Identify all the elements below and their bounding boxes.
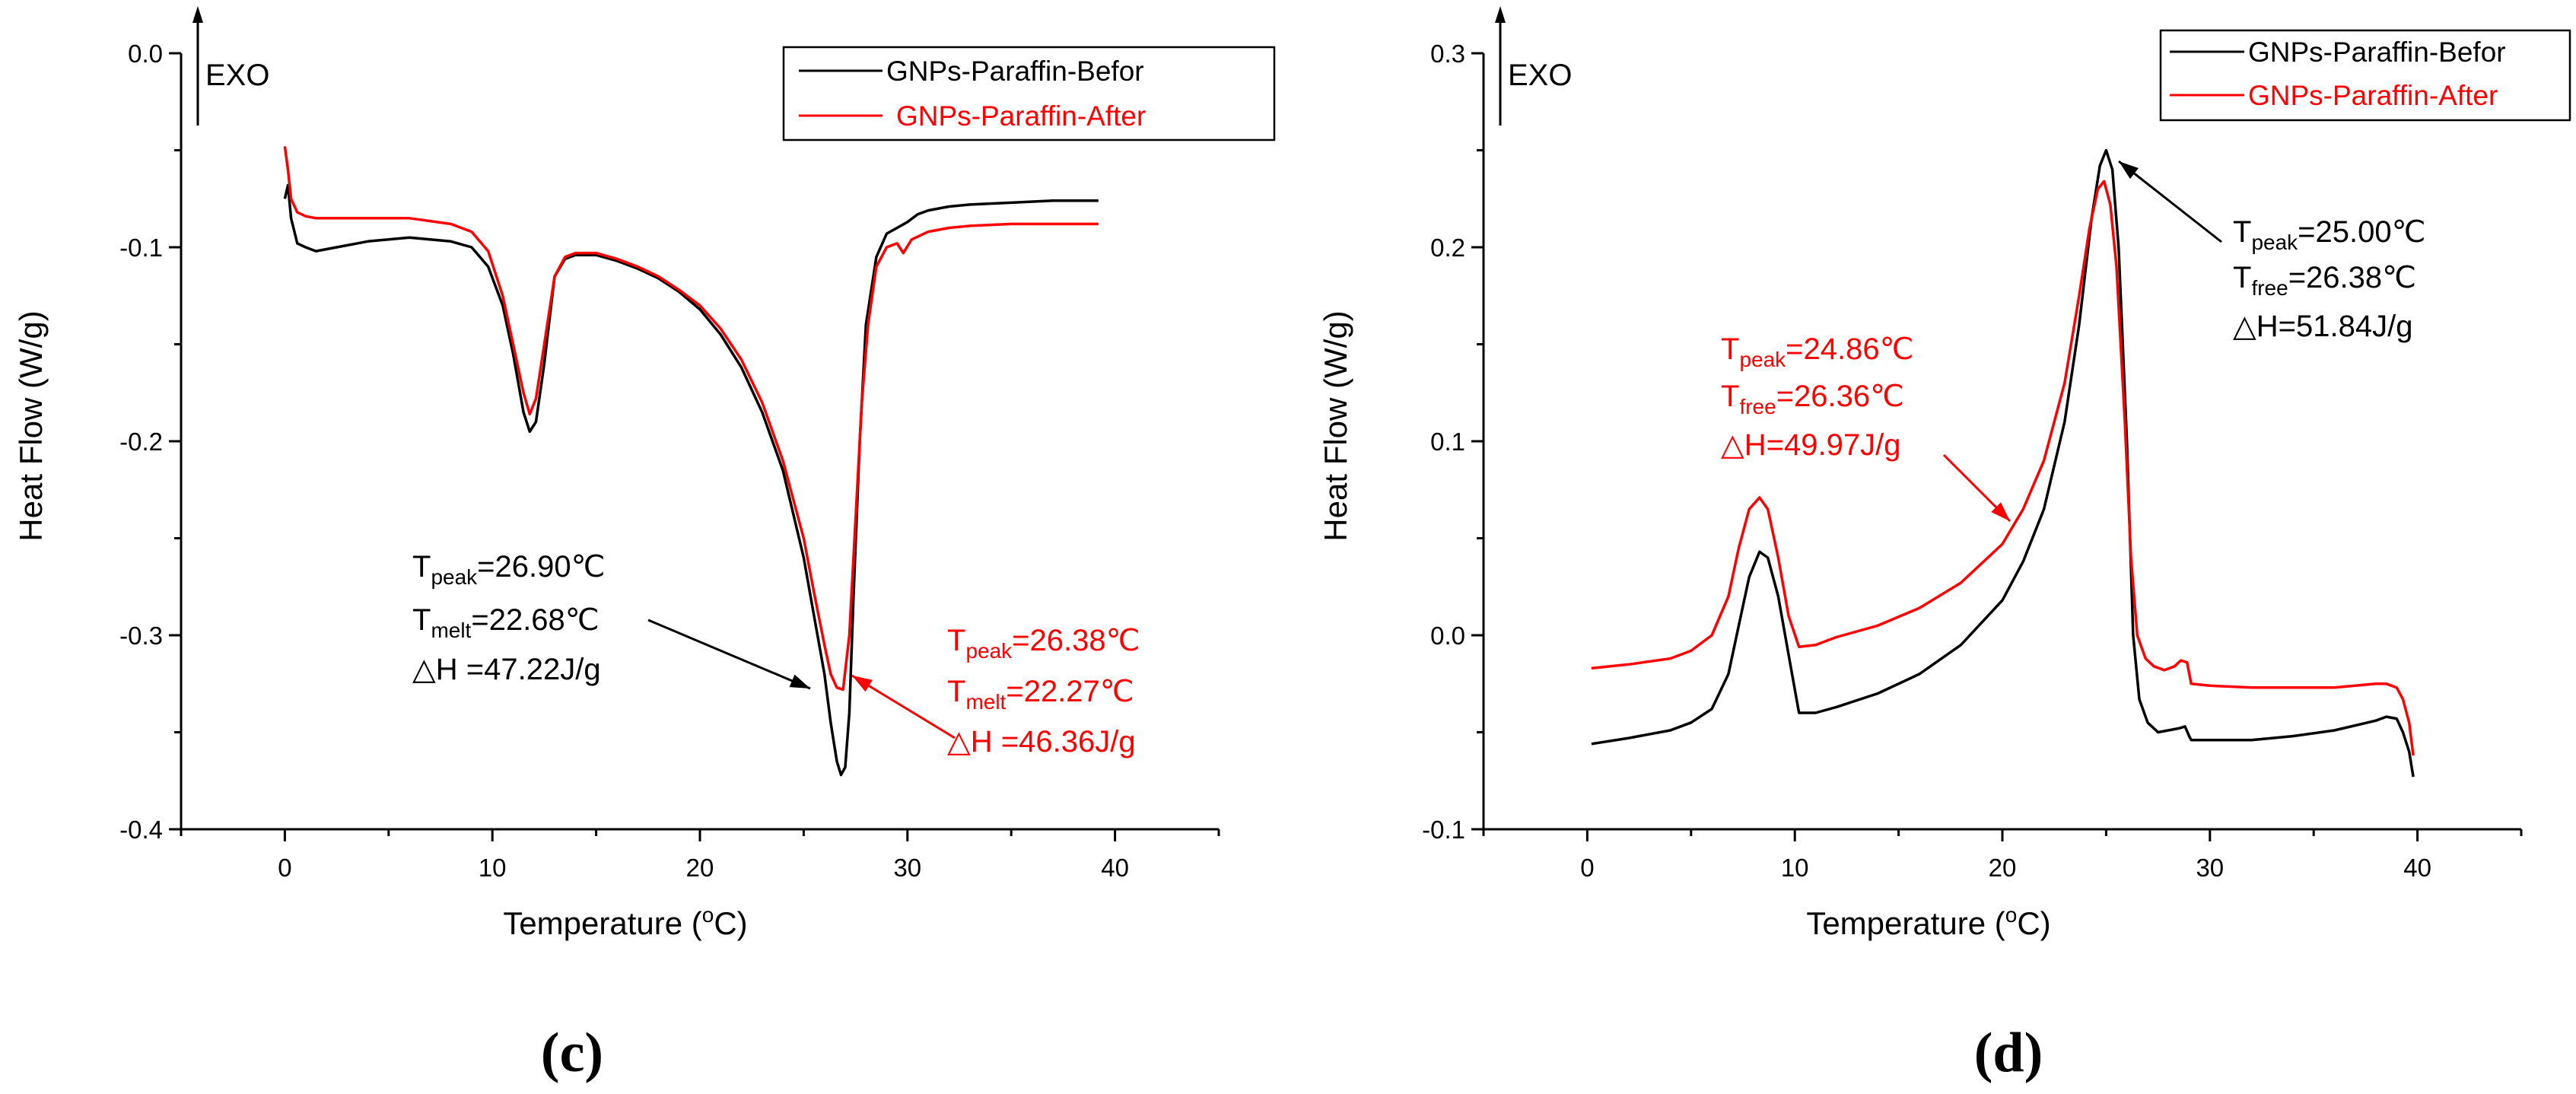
- x-tick-label: 40: [1101, 854, 1129, 882]
- y-tick-label: -0.1: [1422, 816, 1465, 844]
- annotation-line-tfree: Tfree=26.36℃: [1721, 380, 1904, 418]
- series-line: [1591, 148, 2415, 778]
- annotation-arrow: [851, 674, 956, 739]
- legend: GNPs-Paraffin-Befor GNPs-Paraffin-After: [2159, 29, 2571, 122]
- axes-frame: [180, 53, 1219, 831]
- axes-frame: [1482, 53, 2521, 831]
- exo-label: EXO: [205, 59, 269, 92]
- legend: GNPs-Paraffin-Befor GNPs-Paraffin-After: [782, 46, 1276, 142]
- y-tick-label: -0.4: [119, 816, 163, 844]
- annotation-line-tpeak: Tpeak=25.00℃: [2233, 215, 2426, 254]
- x-tick-label: 0: [1580, 854, 1594, 882]
- legend-box: [782, 46, 1276, 142]
- annotation-line-tpeak: Tpeak=24.86℃: [1721, 332, 1914, 371]
- annotation-arrowhead: [2119, 161, 2139, 180]
- series-group: [1591, 148, 2415, 778]
- y-tick-label: -0.3: [119, 622, 163, 650]
- x-tick-label: 10: [479, 854, 507, 882]
- annotation-arrow: [2118, 160, 2222, 243]
- legend-label: GNPs-Paraffin-Befor: [886, 56, 1144, 87]
- x-tick-label: 0: [278, 854, 291, 882]
- legend-label: GNPs-Paraffin-Befor: [2248, 37, 2506, 68]
- y-tick-label: 0.3: [1430, 40, 1465, 68]
- exo-arrow-head: [192, 6, 203, 23]
- annotation-line-tmelt: Tmelt=22.68℃: [412, 603, 599, 642]
- x-tick-label: 40: [2403, 854, 2431, 882]
- x-axis-title: Temperature (oC): [1806, 903, 2050, 941]
- annotation-line-dh: △H=49.97J/g: [1721, 428, 1900, 462]
- y-axis-title: Heat Flow (W/g): [13, 310, 49, 541]
- annotation-line-tfree: Tfree=26.38℃: [2233, 261, 2416, 300]
- annotation-line-dh: △H=51.84J/g: [2233, 310, 2412, 343]
- exo-indicator: EXO: [192, 6, 269, 126]
- annotation-line-tpeak: Tpeak=26.90℃: [412, 550, 606, 589]
- annotation-before: Tpeak=25.00℃ Tfree=26.38℃ △H=51.84J/g: [2118, 160, 2426, 343]
- annotation-line-dh: △H =46.36J/g: [947, 725, 1136, 758]
- legend-box: [2159, 29, 2571, 122]
- y-tick-label: 0.2: [1430, 234, 1465, 262]
- y-tick-label: 0.0: [128, 40, 163, 68]
- exo-indicator: EXO: [1495, 6, 1572, 126]
- annotation-arrowhead: [789, 674, 810, 689]
- series-line: [1591, 180, 2415, 756]
- y-tick-label: -0.1: [119, 234, 163, 262]
- chart-panel-d: 0 10 20 30 40 -0.1 0.0 0.1 0.2 0.3 EXO GNPs-Para…: [1318, 6, 2571, 1084]
- x-ticks: 0 10 20 30 40: [180, 829, 1220, 882]
- annotation-after: Tpeak=26.38℃ Tmelt=22.27℃ △H =46.36J/g: [851, 624, 1140, 758]
- series-line: [283, 183, 1099, 777]
- chart-panel-c: 0 10 20 30 40 -0.4 -0.3 -0.2 -0.1 0.0 EXO GNPs-P…: [13, 6, 1276, 1084]
- exo-arrow-head: [1495, 6, 1506, 23]
- y-tick-label: 0.0: [1430, 622, 1465, 650]
- y-ticks: -0.1 0.0 0.1 0.2 0.3: [1422, 40, 1484, 844]
- series-line: [283, 146, 1099, 692]
- annotation-arrowhead: [852, 676, 873, 692]
- legend-label: GNPs-Paraffin-After: [2248, 80, 2498, 111]
- annotation-arrow: [647, 619, 811, 690]
- y-ticks: -0.4 -0.3 -0.2 -0.1 0.0: [119, 40, 181, 844]
- x-tick-label: 20: [686, 854, 714, 882]
- annotation-before: Tpeak=26.90℃ Tmelt=22.68℃ △H =47.22J/g: [412, 550, 811, 690]
- annotation-after: Tpeak=24.86℃ Tfree=26.36℃ △H=49.97J/g: [1721, 332, 2012, 523]
- annotation-line-tmelt: Tmelt=22.27℃: [947, 675, 1134, 714]
- x-ticks: 0 10 20 30 40: [1482, 829, 2523, 882]
- annotation-line-tpeak: Tpeak=26.38℃: [947, 624, 1140, 663]
- annotation-line-dh: △H =47.22J/g: [412, 653, 601, 686]
- exo-label: EXO: [1508, 59, 1572, 92]
- x-tick-label: 30: [893, 854, 921, 882]
- panel-label: (c): [541, 1022, 603, 1084]
- y-tick-label: -0.2: [119, 428, 163, 456]
- x-tick-label: 30: [2196, 854, 2224, 882]
- legend-label: GNPs-Paraffin-After: [896, 100, 1146, 132]
- series-group: [283, 146, 1099, 777]
- x-tick-label: 10: [1781, 854, 1809, 882]
- y-tick-label: 0.1: [1430, 428, 1465, 456]
- panel-label: (d): [1974, 1022, 2043, 1084]
- x-tick-label: 20: [1989, 854, 2017, 882]
- annotation-arrowhead: [1991, 502, 2010, 521]
- x-axis-title: Temperature (oC): [503, 903, 747, 941]
- y-axis-title: Heat Flow (W/g): [1318, 310, 1353, 541]
